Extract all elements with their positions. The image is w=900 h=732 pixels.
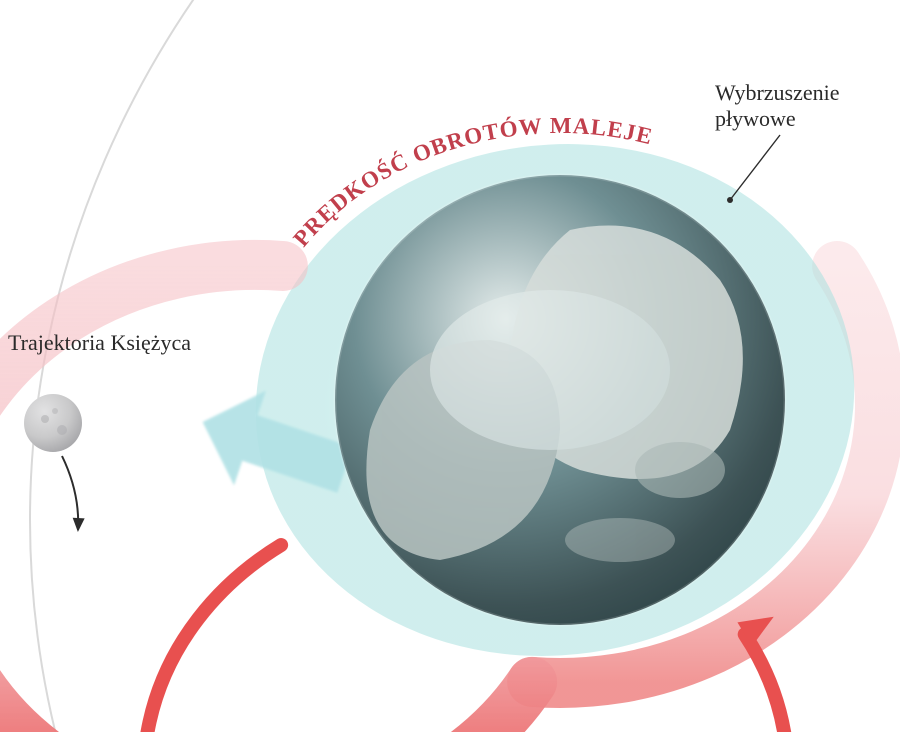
tidal-bulge-label: Wybrzuszenie pływowe (715, 80, 840, 133)
moon-trajectory-label: Trajektoria Księżyca (8, 330, 191, 356)
diagram-stage: PRĘDKOŚĆ OBROTÓW MALEJE Trajektoria Księ… (0, 0, 900, 732)
bulge-callout-line (730, 135, 780, 200)
bulge-callout-dot (727, 197, 733, 203)
moon (24, 394, 82, 452)
moon-motion-arrowhead (73, 518, 85, 532)
earth (335, 175, 785, 625)
